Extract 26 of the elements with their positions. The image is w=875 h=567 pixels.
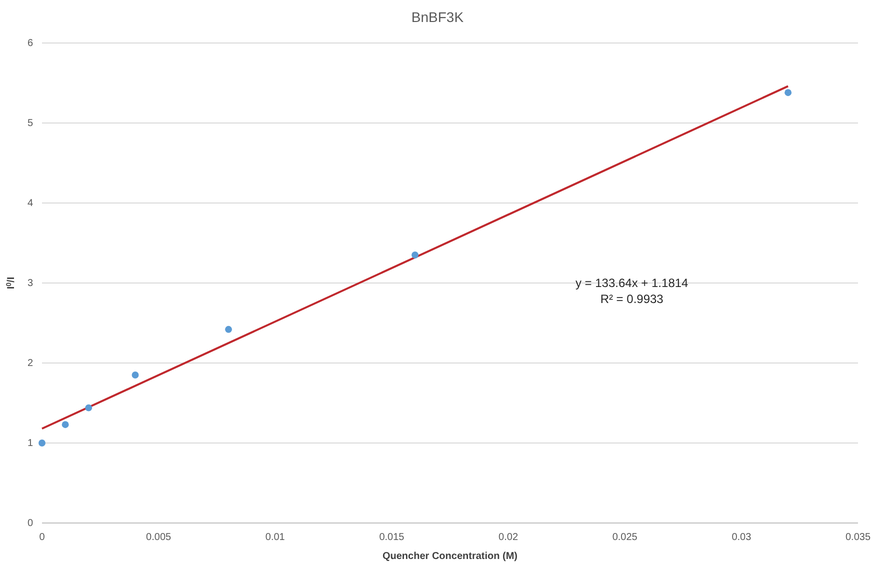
- x-tick-label: 0.03: [732, 532, 752, 544]
- x-axis-title: Quencher Concentration (M): [382, 551, 518, 562]
- y-tick-label: 0: [27, 518, 34, 530]
- point: [225, 326, 232, 333]
- x-tick-label: 0.015: [379, 532, 405, 544]
- point: [132, 372, 139, 378]
- y-tick-label: 4: [27, 198, 34, 210]
- point: [62, 421, 69, 428]
- y-tick-label: 6: [27, 38, 34, 50]
- x-tick-label: 0.005: [146, 532, 172, 544]
- point: [412, 252, 419, 258]
- annotation: y = 133.64x + 1.1814: [575, 276, 689, 290]
- x-tick-label: 0.035: [845, 532, 871, 544]
- x-tick-label: 0.02: [498, 532, 518, 544]
- point: [784, 89, 792, 96]
- y-tick-label: 1: [27, 438, 34, 450]
- x-tick-label: 0.01: [265, 532, 286, 544]
- x-tick-label: 0.025: [612, 532, 638, 544]
- point: [85, 404, 92, 412]
- y-tick-label: 2: [27, 358, 34, 370]
- point: [38, 440, 46, 446]
- y-tick-label: 5: [27, 118, 34, 130]
- y-tick-label: 3: [27, 278, 34, 290]
- chart-title: BnBF3K: [411, 9, 464, 25]
- annotation: R² = 0.9933: [600, 292, 664, 306]
- x-tick-label: 0: [39, 532, 46, 544]
